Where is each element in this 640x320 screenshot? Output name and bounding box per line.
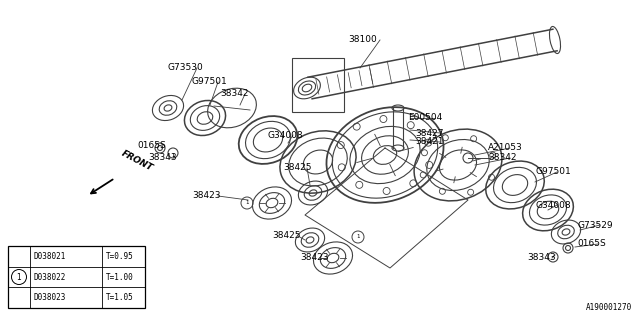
Text: 38343: 38343: [527, 253, 556, 262]
Text: D038021: D038021: [34, 252, 67, 261]
Text: D038023: D038023: [34, 293, 67, 302]
Text: T=1.05: T=1.05: [106, 293, 134, 302]
Text: G97501: G97501: [535, 167, 571, 177]
Text: T=0.95: T=0.95: [106, 252, 134, 261]
Text: 38343: 38343: [148, 153, 177, 162]
Text: E00504: E00504: [408, 114, 442, 123]
Text: 38342: 38342: [488, 154, 516, 163]
Text: 38423: 38423: [300, 253, 328, 262]
Text: 38425: 38425: [283, 164, 312, 172]
Text: D038022: D038022: [34, 273, 67, 282]
Text: 38423: 38423: [192, 191, 221, 201]
Text: G34008: G34008: [268, 131, 303, 140]
Text: A21053: A21053: [488, 143, 523, 153]
Bar: [292, 58, 344, 112]
Text: 1: 1: [356, 235, 360, 239]
Text: A190001270: A190001270: [586, 303, 632, 312]
Text: 38421: 38421: [415, 138, 444, 147]
Text: 0165S: 0165S: [137, 140, 166, 149]
Text: FRONT: FRONT: [120, 149, 154, 173]
Text: 38100: 38100: [348, 36, 377, 44]
Text: 38425: 38425: [272, 231, 301, 241]
Text: 0165S: 0165S: [577, 239, 605, 249]
Text: G73530: G73530: [167, 63, 203, 73]
Text: 38342: 38342: [220, 90, 248, 99]
Text: G73529: G73529: [578, 220, 614, 229]
Text: G34008: G34008: [535, 201, 571, 210]
Text: G97501: G97501: [192, 77, 228, 86]
Text: 1: 1: [17, 273, 21, 282]
Text: 38427: 38427: [415, 129, 444, 138]
Text: T=1.00: T=1.00: [106, 273, 134, 282]
Bar: [8, 246, 145, 308]
Text: 1: 1: [245, 201, 249, 205]
